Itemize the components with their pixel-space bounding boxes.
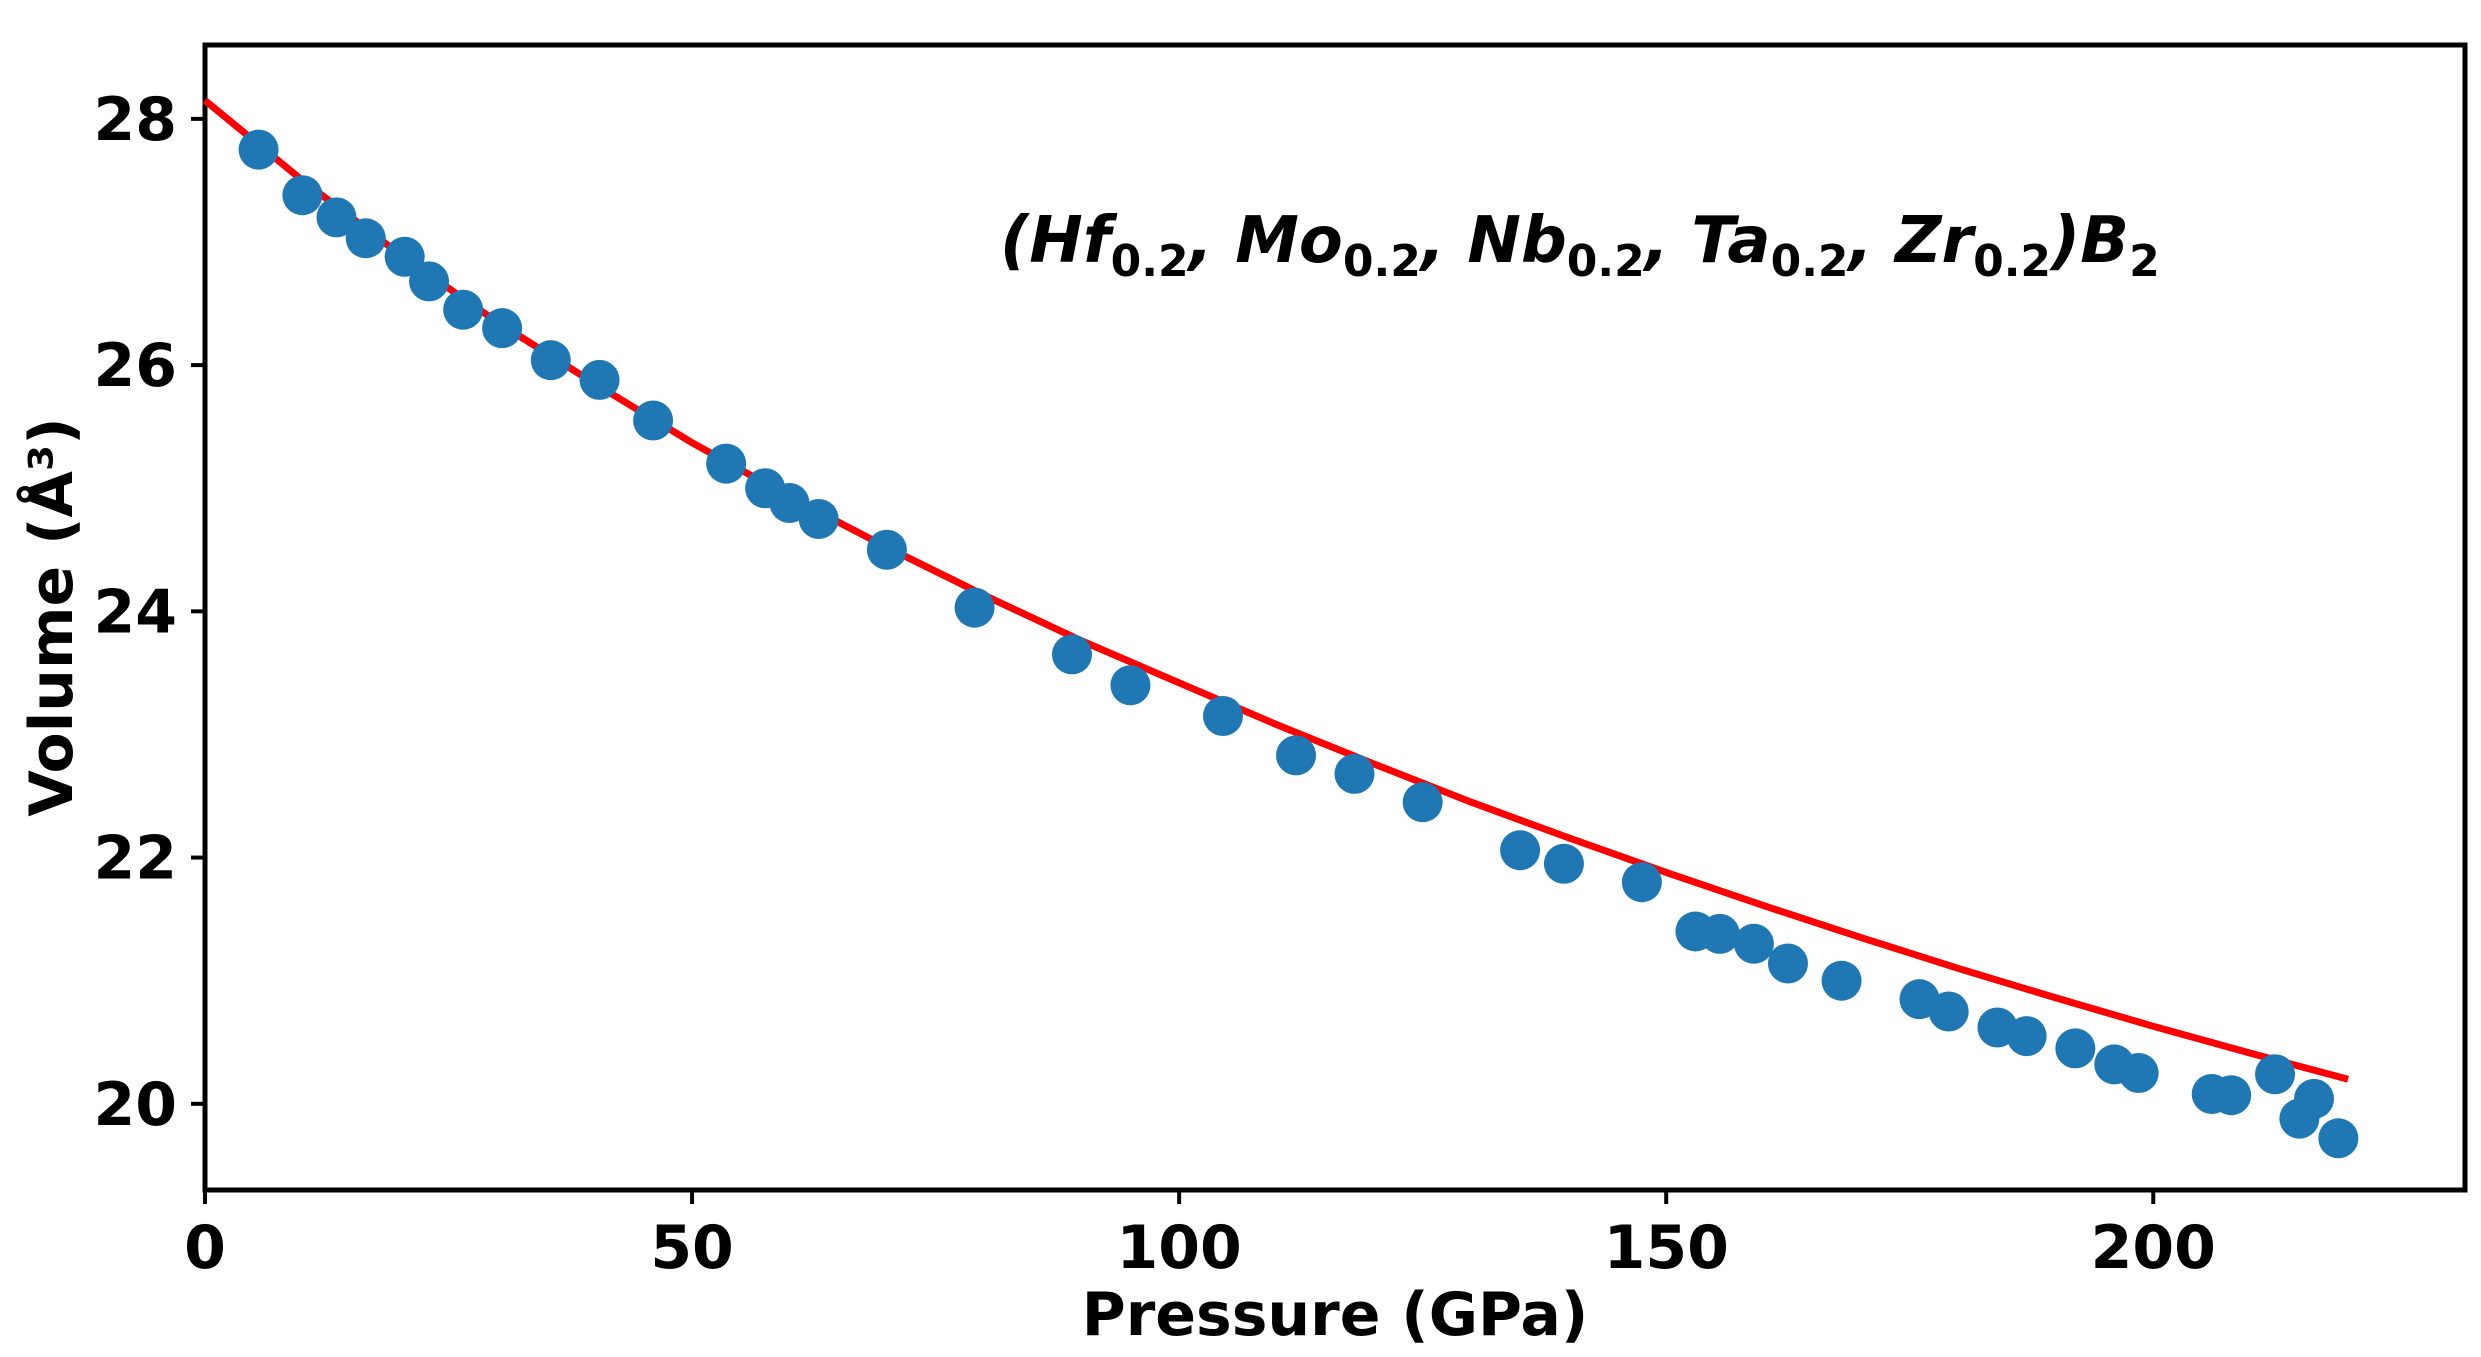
data-point xyxy=(1928,991,1969,1032)
y-tick-label: 24 xyxy=(94,577,178,647)
data-point xyxy=(1334,753,1375,794)
data-point xyxy=(1276,735,1317,776)
annotation-text: , Mo xyxy=(1186,204,1343,278)
y-tick-label: 22 xyxy=(94,824,178,894)
data-point xyxy=(1402,782,1443,823)
data-point xyxy=(384,236,425,277)
data-point xyxy=(282,175,323,216)
data-point xyxy=(2055,1028,2096,1069)
data-point xyxy=(954,587,995,628)
data-point xyxy=(1110,665,1151,706)
data-point xyxy=(443,289,484,330)
data-point xyxy=(1699,913,1740,954)
data-point xyxy=(1733,923,1774,964)
x-tick-label: 200 xyxy=(2091,1213,2216,1283)
annotation-subscript: 0.2 xyxy=(1973,236,2051,287)
data-point xyxy=(1621,862,1662,903)
data-point xyxy=(2211,1075,2252,1116)
y-axis-label: Volume (Å³) xyxy=(16,417,87,816)
x-tick-label: 50 xyxy=(650,1213,734,1283)
y-tick-label: 28 xyxy=(94,85,178,155)
data-point xyxy=(2318,1118,2359,1159)
data-point xyxy=(769,483,810,523)
data-point xyxy=(238,129,279,170)
x-ticks: 0 50 100 150 200 xyxy=(184,1190,2216,1283)
data-point xyxy=(866,529,907,570)
y-ticks: 20 22 24 26 28 xyxy=(94,85,205,1140)
data-point xyxy=(2006,1016,2047,1057)
data-point xyxy=(530,340,571,381)
annotation-subscript: 0.2 xyxy=(1343,236,1421,287)
data-point xyxy=(1543,843,1584,884)
data-point xyxy=(1051,634,1092,675)
data-point xyxy=(633,400,674,441)
data-point xyxy=(1202,695,1243,736)
y-tick-label: 26 xyxy=(94,331,178,401)
data-point xyxy=(2118,1053,2159,1094)
data-point xyxy=(579,359,620,400)
data-point xyxy=(2255,1054,2296,1095)
data-point xyxy=(409,261,450,302)
data-point xyxy=(316,197,357,238)
data-point xyxy=(1500,830,1541,871)
x-tick-label: 100 xyxy=(1117,1213,1242,1283)
x-tick-label: 150 xyxy=(1604,1213,1729,1283)
x-axis-label: Pressure (GPa) xyxy=(1082,1280,1589,1350)
annotation-text: (Hf xyxy=(1000,204,1118,278)
annotation-subscript: 0.2 xyxy=(1771,236,1849,287)
data-point xyxy=(345,218,386,259)
annotation-text: , Zr xyxy=(1846,204,1977,278)
annotation-text: )B xyxy=(2049,204,2129,278)
annotation-subscript: 2 xyxy=(2129,236,2160,287)
data-point xyxy=(482,308,523,349)
data-point xyxy=(706,443,747,484)
annotation-subscript: 0.2 xyxy=(1567,236,1645,287)
data-point xyxy=(2294,1078,2335,1119)
annotation-text: , Nb xyxy=(1418,204,1567,278)
data-point xyxy=(1821,960,1862,1001)
data-points xyxy=(238,129,2359,1159)
compound-annotation: (Hf0.2, Mo0.2, Nb0.2, Ta0.2, Zr0.2)B2 xyxy=(1000,204,2160,287)
y-tick-label: 20 xyxy=(94,1070,178,1140)
annotation-subscript: 0.2 xyxy=(1111,236,1189,287)
x-tick-label: 0 xyxy=(184,1213,226,1283)
data-point xyxy=(1767,943,1808,984)
data-point xyxy=(798,499,839,540)
plot-frame xyxy=(202,42,2468,1193)
annotation-text: , Ta xyxy=(1642,204,1771,278)
